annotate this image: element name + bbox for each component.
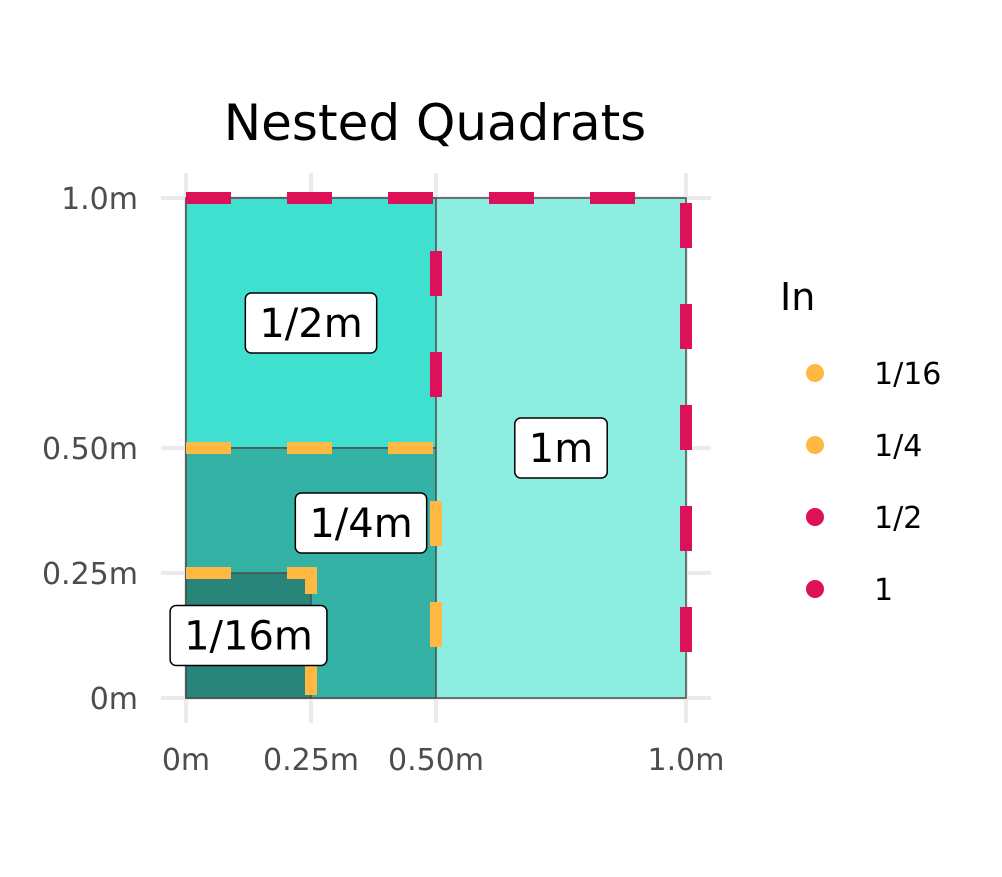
quadrat-label-1-2m: 1/2m [244,292,378,354]
y-tick-label-1-0m: 1.0m [61,182,138,217]
axis-ticks: 0m 0.25m 0.50m 1.0m 0m 0.25m 0.50m 1.0m [42,182,725,778]
quadrat-label-1m: 1m [514,417,608,479]
quadrat-label-text-1m: 1m [529,426,593,472]
legend-title: In [780,275,815,319]
border-1-4 [186,442,442,698]
legend: In 1/16 1/4 1/2 1 [780,275,941,608]
legend-key-1-2 [806,508,824,526]
legend-key-1-4 [806,436,824,454]
quadrat-label-box-1-16m [169,604,328,667]
y-tick-label-0-50m: 0.50m [42,432,138,467]
chart-title: Nested Quadrats [224,94,647,152]
x-tick-label-1-0m: 1.0m [648,743,725,778]
legend-key-1-16 [806,364,824,382]
quadrat-label-text-1-2m: 1/2m [259,301,362,347]
x-tick-label-0m: 0m [162,743,210,778]
border-1 [186,192,692,698]
y-tick-label-0m: 0m [90,682,138,717]
quadrat-label-1-4m: 1/4m [294,492,428,554]
quadrat-label-text-1-16m: 1/16m [184,614,313,660]
legend-label-1-2: 1/2 [874,501,922,536]
y-tick-label-0-25m: 0.25m [42,557,138,592]
legend-key-1 [806,580,824,598]
x-tick-label-0-50m: 0.50m [388,743,484,778]
legend-label-1-4: 1/4 [874,429,922,464]
legend-label-1: 1 [874,573,893,608]
x-tick-label-0-25m: 0.25m [263,743,359,778]
quadrat-label-box-1-4m [294,492,428,554]
quadrat-label-box-1m [514,417,608,479]
quadrat-label-1-16m: 1/16m [169,604,328,667]
legend-label-1-16: 1/16 [874,357,941,392]
quadrat-label-text-1-4m: 1/4m [309,501,412,547]
border-1-2 [186,192,442,448]
quadrat-labels: 1m 1/2m 1/4m 1/16m [169,292,608,667]
quadrat-label-box-1-2m [244,292,378,354]
